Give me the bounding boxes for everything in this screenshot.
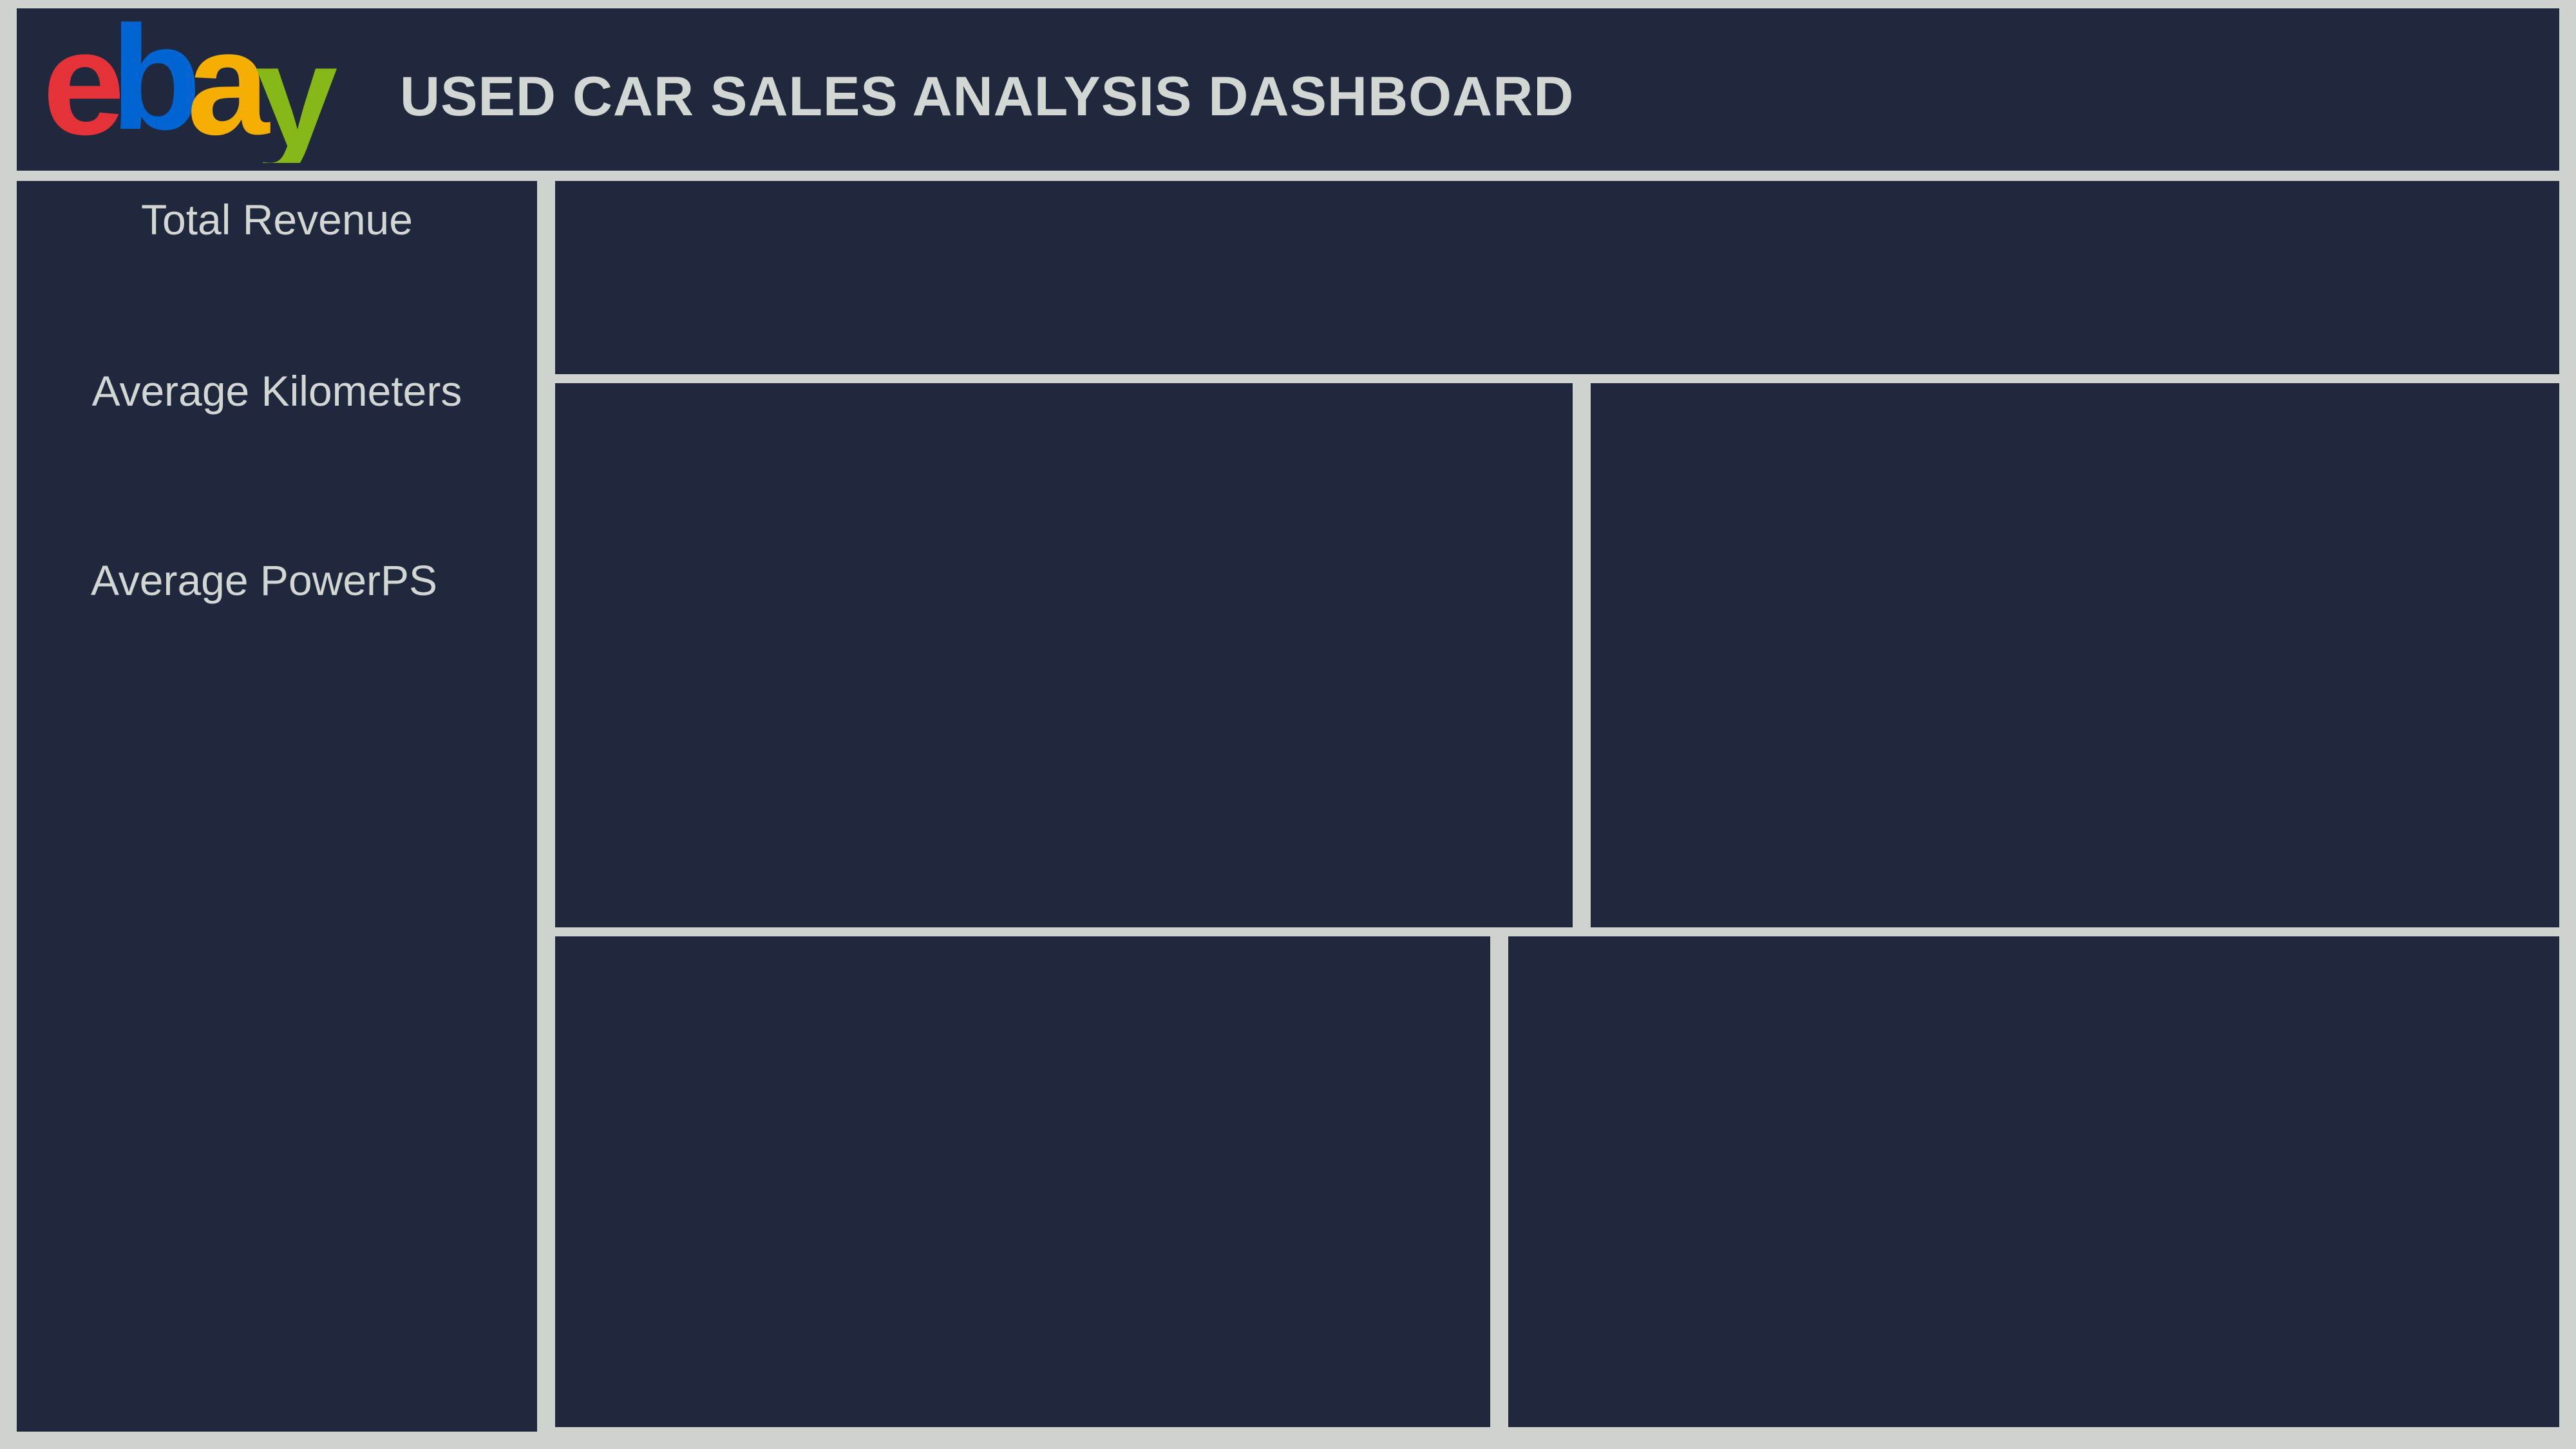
page-title: USED CAR SALES ANALYSIS DASHBOARD: [400, 66, 1575, 128]
kpi-average-kilometers-label: Average Kilometers: [91, 367, 462, 415]
bottom-left-chart-panel: [555, 936, 1490, 1427]
kpi-sidebar: Total Revenue Average Kilometers Average…: [17, 181, 537, 1432]
kpi-average-powerps-label: Average PowerPS: [90, 556, 438, 604]
middle-left-chart-panel: [555, 383, 1573, 927]
header-bar: ebay USED CAR SALES ANALYSIS DASHBOARD: [17, 0, 2559, 178]
middle-right-chart-panel: [1591, 383, 2559, 927]
top-chart-panel: [555, 181, 2559, 374]
bottom-right-chart-panel: [1508, 936, 2559, 1427]
svg-text:ebay: ebay: [43, 21, 337, 163]
ebay-logo: ebay: [43, 0, 403, 178]
kpi-total-revenue-label: Total Revenue: [141, 196, 413, 243]
